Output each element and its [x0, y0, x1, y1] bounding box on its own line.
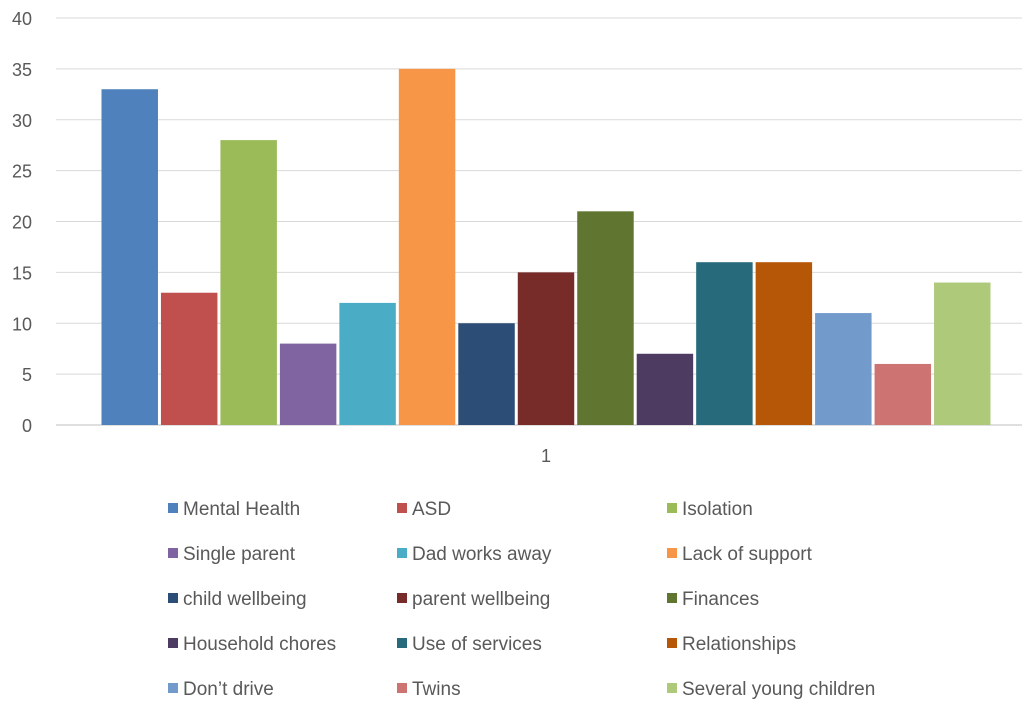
legend-swatch	[667, 593, 677, 603]
legend-label: parent wellbeing	[412, 589, 550, 610]
y-tick-label: 35	[12, 60, 32, 80]
legend-item: Finances	[667, 589, 759, 610]
legend-label: Household chores	[183, 634, 336, 655]
bar-finances	[577, 211, 634, 425]
bar-lack-of-support	[398, 68, 456, 425]
legend-label: child wellbeing	[183, 589, 307, 610]
x-axis: 1	[541, 446, 551, 466]
legend-label: Relationships	[682, 634, 796, 655]
legend-swatch	[397, 593, 407, 603]
legend-swatch	[667, 548, 677, 558]
legend-item: Household chores	[168, 634, 336, 655]
legend-label: Lack of support	[682, 544, 813, 565]
legend-item: Mental Health	[168, 499, 300, 520]
bar-mental-health	[101, 89, 158, 425]
legend-label: Mental Health	[183, 499, 300, 520]
legend-swatch	[397, 683, 407, 693]
y-tick-label: 20	[12, 213, 32, 233]
bar-asd	[160, 292, 218, 425]
legend-swatch	[168, 638, 178, 648]
legend-item: child wellbeing	[168, 589, 307, 610]
legend-swatch	[168, 503, 178, 513]
legend-label: Dad works away	[412, 544, 552, 565]
y-tick-label: 40	[12, 9, 32, 29]
legend-item: parent wellbeing	[397, 589, 550, 610]
bar-single-parent	[279, 343, 337, 425]
legend-swatch	[667, 638, 677, 648]
bar-don-t-drive	[815, 313, 872, 425]
legend-item: Isolation	[667, 499, 753, 520]
legend-swatch	[397, 548, 407, 558]
bar-several-young-children	[934, 282, 991, 425]
legend-label: Twins	[412, 679, 461, 700]
y-axis-tick-labels: 0 5 10 15 20 25 30 35 40	[12, 9, 32, 436]
bar-household-chores	[636, 353, 694, 425]
legend-swatch	[397, 503, 407, 513]
legend-label: Finances	[682, 589, 759, 610]
bar-use-of-services	[696, 262, 753, 425]
legend-item: Relationships	[667, 634, 796, 655]
bar-dad-works-away	[339, 302, 396, 425]
bar-parent-wellbeing	[517, 272, 575, 425]
legend-item: Don’t drive	[168, 679, 274, 700]
bars	[101, 68, 991, 425]
legend-swatch	[168, 593, 178, 603]
legend-item: Use of services	[397, 634, 542, 655]
legend-item: Twins	[397, 679, 461, 700]
y-tick-label: 10	[12, 314, 32, 334]
y-tick-label: 5	[22, 365, 32, 385]
legend-swatch	[168, 683, 178, 693]
legend-swatch	[168, 548, 178, 558]
legend-item: ASD	[397, 499, 451, 520]
legend-item: Lack of support	[667, 544, 813, 565]
legend-label: Don’t drive	[183, 679, 274, 700]
legend-label: Use of services	[412, 634, 542, 655]
x-tick-label: 1	[541, 446, 551, 466]
legend-item: Dad works away	[397, 544, 552, 565]
legend-swatch	[667, 683, 677, 693]
legend-label: Single parent	[183, 544, 296, 565]
bar-isolation	[220, 140, 277, 425]
y-tick-label: 25	[12, 162, 32, 182]
legend-label: ASD	[412, 499, 451, 520]
bar-child-wellbeing	[458, 323, 515, 425]
y-tick-label: 30	[12, 111, 32, 131]
y-tick-label: 15	[12, 263, 32, 283]
legend-label: Isolation	[682, 499, 753, 520]
legend-item: Single parent	[168, 544, 296, 565]
y-tick-label: 0	[22, 416, 32, 436]
bar-relationships	[755, 262, 813, 425]
legend-label: Several young children	[682, 679, 875, 700]
legend-swatch	[397, 638, 407, 648]
legend-swatch	[667, 503, 677, 513]
bar-twins	[874, 363, 932, 425]
legend-item: Several young children	[667, 679, 875, 700]
legend: Mental Health ASD Isolation Single parent Da…	[168, 499, 875, 700]
